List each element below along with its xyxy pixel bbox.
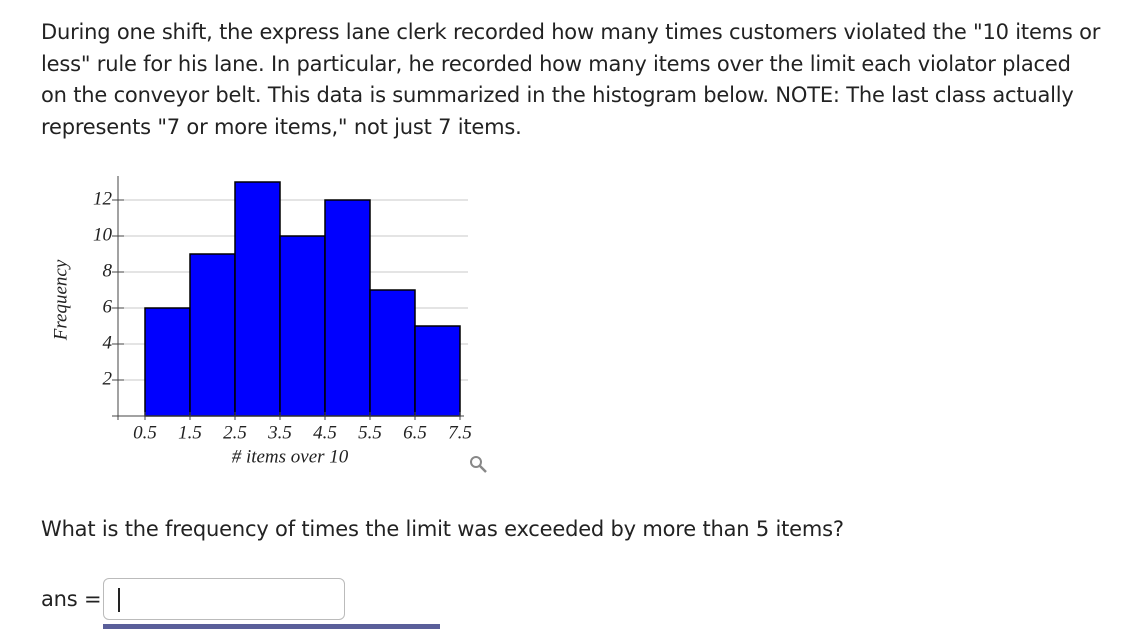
x-tick-label: 7.5 [448,422,472,443]
x-tick-label: 2.5 [223,422,247,443]
question: During one shift, the express lane clerk… [41,20,1101,139]
x-tick-label: 4.5 [313,422,337,443]
bar [369,289,416,417]
y-tick-label: 6 [103,296,113,317]
caret [118,588,120,612]
x-axis-label: # items over 10 [232,446,349,467]
y-tick-label: 8 [103,260,113,281]
histogram: Frequency # items over 10 2 4 6 8 10 12 0.5 1.5… [50,176,487,473]
bar [324,199,371,417]
bar [189,253,236,417]
x-tick-label: 6.5 [403,422,427,443]
x-tick-label: 1.5 [178,422,202,443]
x-tick-label: 3.5 [267,422,292,443]
bar [234,181,281,417]
x-tick-label: 0.5 [133,422,157,443]
prompt: What is the frequency of times the limit… [41,517,844,541]
tooltip-edge [103,624,440,629]
zoom-icon[interactable] [470,456,487,473]
bar [279,235,326,417]
bar [144,307,191,417]
x-tick-label: 5.5 [358,422,382,443]
answer-input[interactable] [103,578,345,620]
y-tick-label: 4 [103,332,113,353]
answer-label: ans = [41,587,102,611]
y-tick-label: 12 [93,188,113,209]
y-tick-label: 10 [93,224,113,245]
y-tick-label: 2 [103,368,113,389]
y-axis-label: Frequency [50,259,71,341]
bar [414,325,461,417]
